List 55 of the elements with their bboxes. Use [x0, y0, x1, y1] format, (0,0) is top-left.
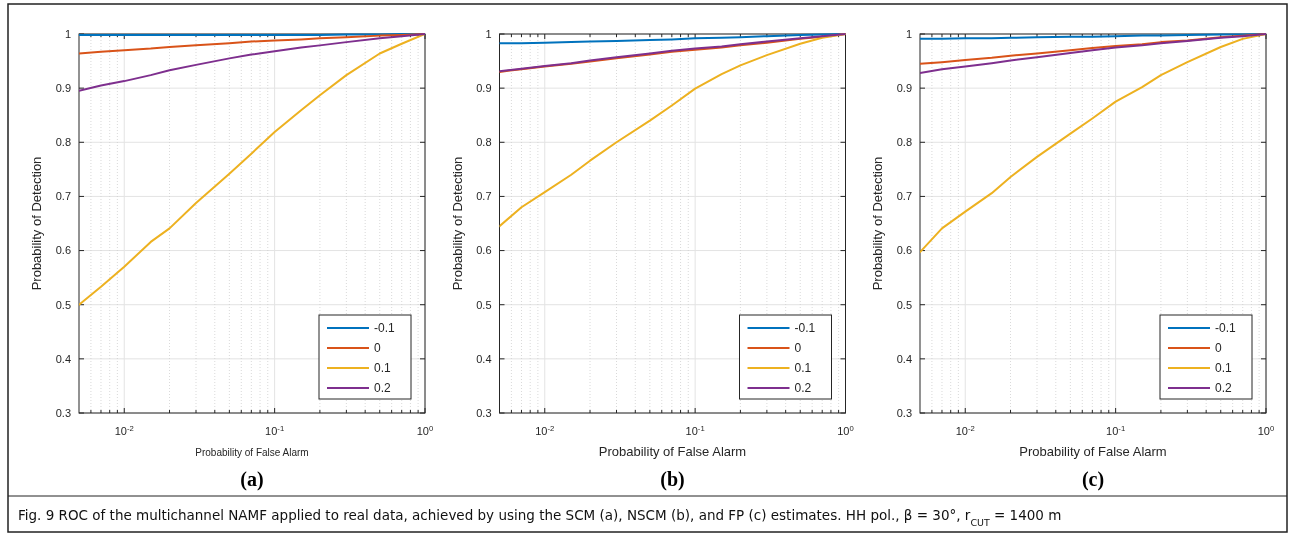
y-axis-title: Probability of Detection — [29, 156, 44, 291]
y-tick-label: 1 — [905, 27, 912, 40]
y-tick-label: 0.4 — [476, 352, 492, 365]
x-axis-title: Probability of False Alarm — [195, 447, 309, 458]
legend-label: -0.1 — [1215, 321, 1236, 336]
y-tick-label: 0.8 — [55, 136, 71, 149]
y-axis-title: Probability of Detection — [870, 156, 885, 291]
x-tick-label: 10$^{0}$ — [1257, 423, 1275, 437]
x-axis-title: Probability of False Alarm — [598, 444, 747, 459]
x-tick-label: 10$^{-1}$ — [1106, 423, 1126, 437]
y-tick-label: 0.4 — [896, 352, 912, 365]
legend-label: -0.1 — [374, 321, 395, 336]
x-axis-title: Probability of False Alarm — [1019, 444, 1167, 459]
text: (c) — [1081, 468, 1105, 491]
y-tick-label: 0.3 — [896, 406, 912, 419]
y-tick-label: 0.6 — [55, 244, 71, 257]
y-tick-label: 0.9 — [476, 81, 492, 94]
x-tick-label: 10$^{0}$ — [837, 423, 854, 437]
y-tick-label: 0.5 — [896, 298, 912, 311]
legend-label: 0.2 — [374, 381, 392, 396]
x-tick-label: 10$^{-2}$ — [535, 423, 555, 437]
x-tick-label: 10$^{-2}$ — [114, 423, 134, 437]
legend-label: 0 — [374, 341, 381, 356]
y-tick-label: 0.4 — [55, 352, 71, 365]
x-tick-label: 10$^{0}$ — [416, 423, 434, 437]
legend-label: 0.2 — [794, 381, 812, 396]
caption: Fig. 9 ROC of the multichannel NAMF applied to real data, achieved by using the SCM (a), NSCM (b), and FP (c) estimates. HH pol., β = 30°, r$_{CUT}$ = 1400 m — [18, 507, 1062, 528]
y-tick-label: 0.3 — [55, 406, 71, 419]
y-tick-label: 0.8 — [896, 136, 912, 149]
x-tick-label: 10$^{-1}$ — [265, 423, 285, 437]
y-tick-label: 0.7 — [896, 190, 912, 203]
y-tick-label: 0.8 — [476, 136, 492, 149]
text: (a) — [240, 468, 264, 491]
y-tick-label: 0.7 — [476, 190, 492, 203]
y-tick-label: 0.6 — [476, 244, 492, 257]
x-tick-label: 10$^{-1}$ — [685, 423, 705, 437]
y-tick-label: 1 — [64, 27, 71, 40]
legend-label: 0 — [1215, 341, 1222, 356]
legend-label: -0.1 — [794, 321, 816, 336]
y-axis-title: Probability of Detection — [449, 156, 465, 291]
legend-label: 0.1 — [374, 361, 392, 376]
y-tick-label: 0.9 — [55, 81, 71, 94]
y-tick-label: 0.5 — [476, 298, 492, 311]
y-tick-label: 0.3 — [476, 406, 492, 419]
legend-label: 0.1 — [794, 361, 812, 376]
y-tick-label: 0.6 — [896, 244, 912, 257]
y-tick-label: 0.7 — [55, 190, 71, 203]
legend-label: 0.2 — [1215, 381, 1233, 396]
text: (b) — [660, 468, 685, 491]
legend-label: 0.1 — [1215, 361, 1233, 376]
y-tick-label: 1 — [485, 27, 492, 40]
y-tick-label: 0.5 — [55, 298, 71, 311]
y-tick-label: 0.9 — [896, 81, 912, 94]
legend-label: 0 — [794, 341, 802, 356]
x-tick-label: 10$^{-2}$ — [955, 423, 975, 437]
